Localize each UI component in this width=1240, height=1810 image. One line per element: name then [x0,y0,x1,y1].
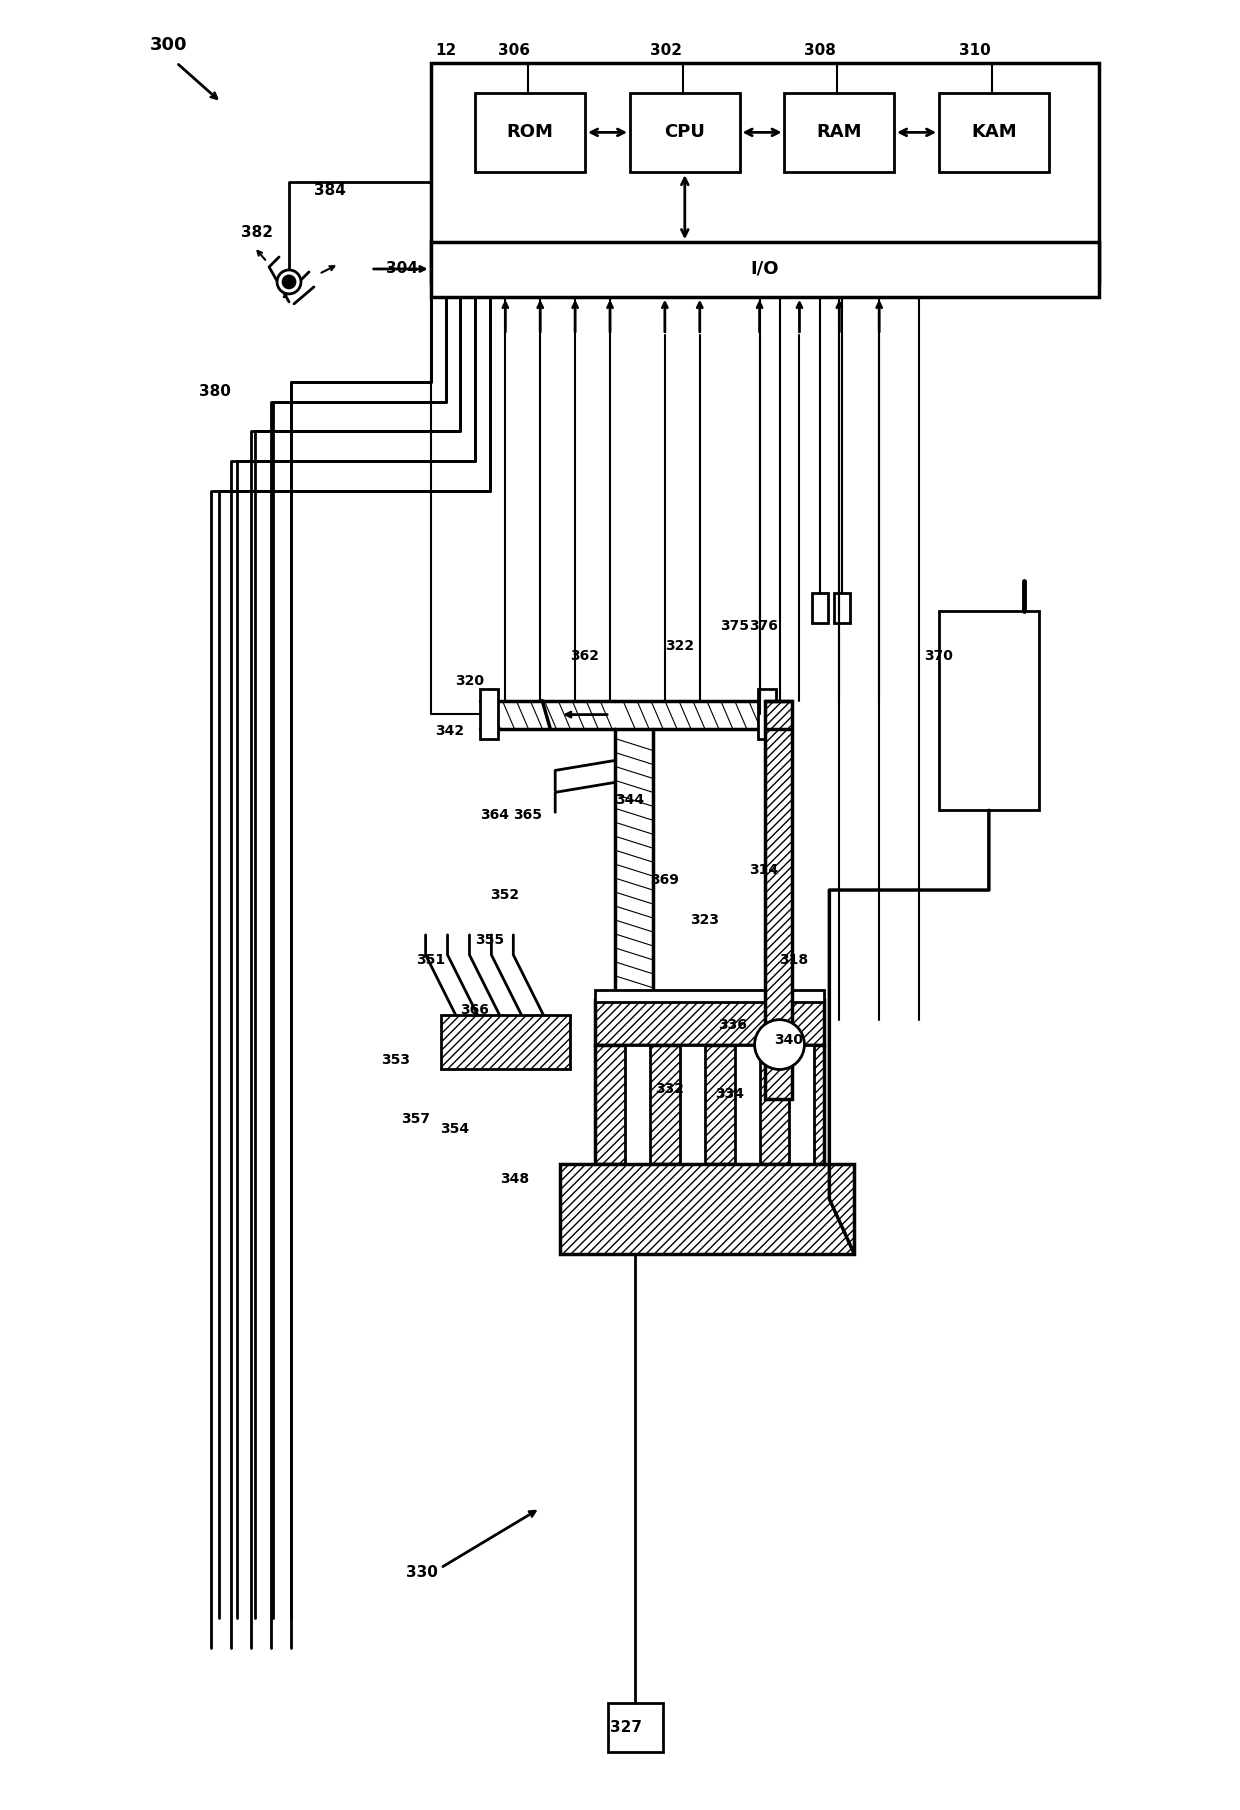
Text: KAM: KAM [971,123,1017,141]
Bar [630,92,739,172]
Text: 330: 330 [405,1566,438,1580]
Bar [939,612,1039,811]
Circle shape [755,1019,805,1070]
Bar [608,1703,663,1752]
Text: RAM: RAM [817,123,862,141]
Bar [939,92,1049,172]
Text: 322: 322 [665,639,694,653]
Text: 382: 382 [241,224,273,239]
Circle shape [277,270,301,293]
Text: 369: 369 [650,872,678,887]
Text: 380: 380 [200,384,231,398]
Text: 354: 354 [440,1122,470,1137]
Text: 306: 306 [498,43,531,58]
Text: 318: 318 [780,952,808,967]
Text: 364: 364 [480,809,510,822]
Bar [785,92,894,172]
Text: 366: 366 [460,1003,490,1017]
Text: 355: 355 [475,932,505,947]
Text: 300: 300 [150,36,187,54]
Text: 352: 352 [490,889,520,901]
Text: 370: 370 [924,648,952,662]
Text: 357: 357 [401,1113,430,1126]
Text: 376: 376 [750,619,779,634]
Text: 332: 332 [655,1082,684,1097]
Bar [595,1044,825,1164]
Bar [475,92,585,172]
Text: 323: 323 [689,912,719,927]
Bar [812,594,828,623]
Circle shape [283,275,295,288]
Bar [790,1044,815,1164]
Text: 342: 342 [435,724,465,737]
Text: 310: 310 [959,43,991,58]
Bar [625,1044,650,1164]
Text: 362: 362 [570,648,599,662]
Text: 314: 314 [750,863,779,878]
Bar [734,1044,760,1164]
Bar [560,1164,854,1254]
Text: 12: 12 [435,43,456,58]
Text: 344: 344 [615,793,644,807]
Text: 304: 304 [386,261,418,277]
Text: 327: 327 [610,1720,642,1736]
Bar [595,999,825,1044]
Text: 353: 353 [381,1053,409,1066]
Bar [595,990,825,1001]
Text: 308: 308 [805,43,836,58]
Bar [440,1015,570,1070]
Text: 384: 384 [314,183,346,197]
Bar [758,688,775,738]
Text: 351: 351 [415,952,445,967]
Text: 302: 302 [650,43,682,58]
Text: 348: 348 [501,1173,529,1186]
Text: CPU: CPU [665,123,706,141]
Text: 365: 365 [513,809,542,822]
Bar [430,63,1099,282]
Bar [765,700,792,1099]
Text: 336: 336 [718,1017,746,1032]
Text: I/O: I/O [750,261,779,279]
Text: 375: 375 [719,619,749,634]
Bar [680,1044,704,1164]
Text: 340: 340 [775,1032,804,1046]
Bar [480,688,498,738]
Bar [430,243,1099,297]
Text: 334: 334 [714,1088,744,1102]
Text: ROM: ROM [507,123,554,141]
Bar [835,594,851,623]
Text: 320: 320 [455,673,485,688]
